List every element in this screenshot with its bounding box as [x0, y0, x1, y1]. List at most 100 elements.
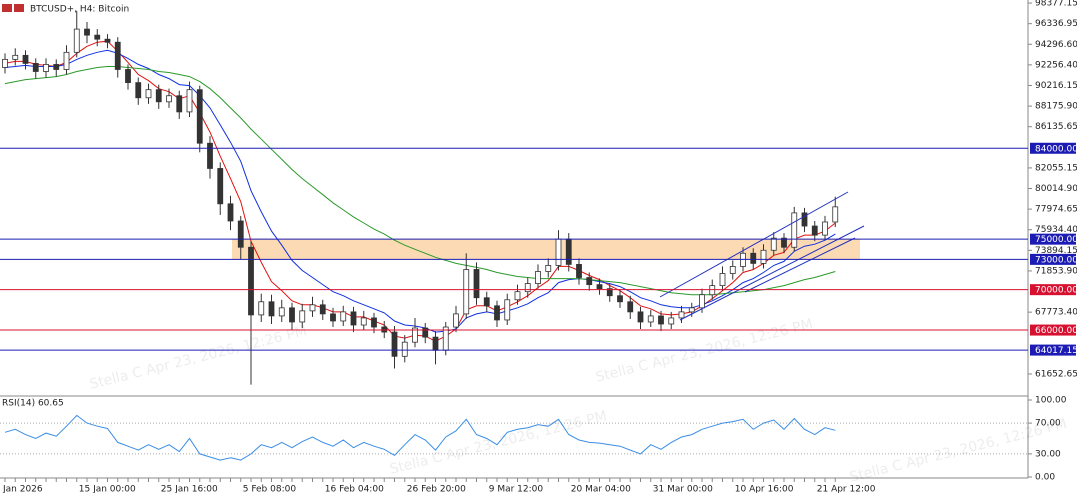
candle-body	[278, 307, 285, 317]
level-box	[1030, 284, 1076, 296]
candle-body	[268, 301, 275, 317]
trend-line	[744, 237, 856, 293]
level-label: 84000.00	[1035, 144, 1077, 154]
candle-body	[114, 41, 121, 70]
symbol-icon	[2, 4, 12, 12]
candle-body	[596, 284, 603, 290]
candle-body	[483, 297, 490, 307]
candle-body	[781, 237, 787, 248]
x-tick-label: 20 Mar 04:00	[571, 485, 631, 493]
candle-body	[658, 315, 664, 325]
candle-body	[360, 317, 367, 326]
x-tick-label: 10 Apr 16:00	[735, 485, 794, 493]
candle-body	[463, 269, 470, 315]
candle-body	[32, 63, 39, 72]
y-tick-label: 77974.65	[1035, 205, 1077, 215]
x-tick-label: 21 Apr 12:00	[817, 485, 876, 493]
y-tick-label: 96336.95	[1035, 19, 1077, 29]
candle-body	[289, 307, 295, 323]
candle-body	[145, 89, 152, 99]
candle-body	[791, 212, 798, 248]
level-label: 66000.00	[1035, 326, 1077, 336]
chart-title: BTCUSD+, H4: Bitcoin	[30, 5, 129, 15]
candle-body	[401, 341, 408, 357]
candle-body	[524, 283, 531, 293]
candle-body	[125, 69, 131, 84]
candle-body	[94, 34, 101, 40]
candle-body	[2, 58, 8, 68]
y-tick-label: 90216.15	[1035, 81, 1077, 91]
candle-body	[709, 285, 716, 296]
candle-body	[258, 301, 265, 316]
candle-body	[155, 89, 162, 103]
candle-body	[350, 311, 357, 326]
level-box	[1030, 253, 1076, 265]
candle-body	[135, 82, 142, 99]
candle-body	[217, 168, 224, 205]
candle-body	[617, 295, 623, 303]
y-tick-label: 67773.40	[1035, 308, 1077, 318]
candle-body	[801, 212, 808, 227]
zone-rect	[232, 239, 860, 260]
level-label: 70000.00	[1035, 286, 1077, 296]
candle-body	[422, 327, 429, 338]
candle-body	[688, 307, 695, 313]
candle-body	[473, 269, 480, 299]
candle-body	[832, 206, 839, 223]
candle-body	[565, 238, 572, 265]
moving-average	[4, 49, 836, 333]
candle-body	[494, 305, 500, 321]
candle-body	[668, 317, 675, 325]
candle-body	[63, 51, 70, 70]
candle-body	[319, 304, 326, 315]
trend-line	[659, 191, 849, 298]
candle-body	[412, 327, 418, 343]
level-label: 64017.15	[1035, 346, 1077, 356]
x-tick-label: Jan 2026	[2, 485, 43, 493]
candle-body	[760, 249, 767, 264]
candle-body	[719, 273, 726, 287]
moving-average	[4, 40, 836, 342]
candle-body	[535, 271, 541, 285]
candle-body	[740, 252, 746, 267]
candle-body	[371, 317, 377, 328]
candle-body	[43, 64, 49, 72]
x-tick-label: 26 Feb 20:00	[407, 485, 466, 493]
candle-body	[237, 220, 244, 248]
candle-body	[514, 291, 521, 301]
candle-body	[432, 336, 439, 351]
supply-zone	[232, 239, 860, 260]
level-box	[1030, 344, 1076, 356]
candle-body	[73, 28, 80, 53]
y-tick-label: 71853.90	[1035, 266, 1077, 276]
candle-body	[248, 246, 254, 316]
symbol-icon	[14, 4, 24, 12]
candle-body	[340, 311, 347, 322]
y-tick-label: 61652.65	[1035, 369, 1077, 379]
candle-body	[53, 64, 60, 70]
y-tick-label: 73894.15	[1035, 246, 1077, 256]
candle-body	[729, 266, 736, 274]
x-tick-label: 5 Feb 08:00	[243, 485, 297, 493]
y-tick-label: 86135.65	[1035, 122, 1077, 132]
candle-body	[678, 311, 685, 319]
y-tick-label: 100.00	[1035, 396, 1067, 406]
y-tick-label: 70.00	[1035, 419, 1061, 429]
x-tick-label: 31 Mar 00:00	[653, 485, 713, 493]
y-tick-label: 98377.15	[1035, 0, 1077, 9]
x-tick-label: 25 Jan 16:00	[161, 485, 218, 493]
candle-body	[627, 301, 634, 313]
y-tick-label: 82055.15	[1035, 163, 1077, 173]
x-tick-label: 15 Jan 00:00	[79, 485, 136, 493]
candle-body	[576, 264, 582, 278]
trend-line	[679, 225, 865, 321]
y-tick-label: 80014.90	[1035, 184, 1077, 194]
candle-body	[186, 89, 193, 113]
candle-body	[84, 28, 90, 36]
candle-body	[770, 237, 777, 251]
candle-body	[391, 331, 398, 357]
candle-body	[606, 288, 613, 297]
candle-body	[330, 313, 336, 322]
candle-body	[545, 265, 552, 272]
